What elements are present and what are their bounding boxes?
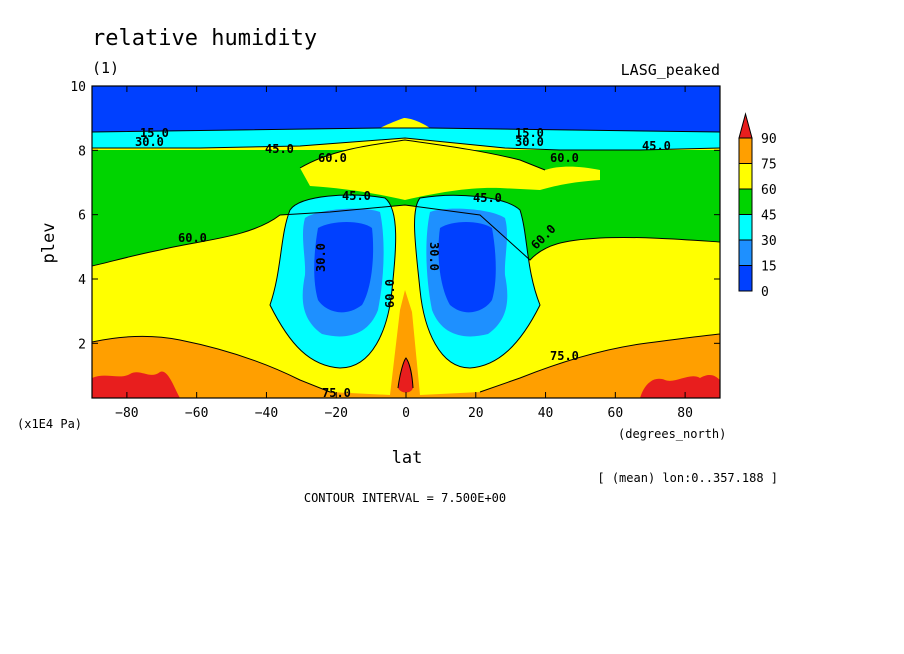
x-axis-unit: (degrees_north): [618, 427, 726, 441]
contour-label: 15.0: [140, 126, 169, 140]
contour-label: 60.0: [383, 279, 397, 308]
colorbar-swatch: [738, 163, 753, 190]
contour-label: 45.0: [342, 189, 371, 203]
y-tick-label: 8: [78, 144, 86, 159]
chart-title: relative humidity: [92, 26, 317, 51]
contour-interval-note: CONTOUR INTERVAL = 7.500E+00: [304, 491, 506, 505]
contour-label: 15.0: [515, 126, 544, 140]
contour-lines: [92, 127, 720, 393]
fill-15-30-top: [92, 128, 720, 150]
plot-area: [92, 86, 720, 398]
y-tick-label: 6: [78, 209, 86, 224]
dry-core-south: [270, 195, 396, 368]
colorbar-label: 45: [761, 209, 777, 224]
fill-90-south: [92, 371, 180, 398]
contour-label: 45.0: [265, 142, 294, 156]
dataset-label: LASG_peaked: [621, 61, 720, 79]
x-axis: −80 −60 −40 −20 0 20 40 60 80: [115, 86, 693, 421]
fill-0-15-top: [92, 86, 720, 132]
contour-label: 60.0: [318, 151, 347, 165]
contour-label: 60.0: [550, 151, 579, 165]
contour-label: 75.0: [550, 349, 579, 363]
dry-core-north: [414, 195, 540, 368]
colorbar-swatch: [738, 188, 753, 215]
y-axis-unit: (x1E4 Pa): [17, 417, 82, 431]
fill-90-equator: [398, 358, 413, 393]
contour-label: 60.0: [178, 231, 207, 245]
colorbar-swatch: [738, 239, 753, 266]
contour-label: 30.0: [427, 242, 441, 271]
x-tick-label: 60: [608, 406, 624, 421]
colorbar-swatch: [738, 214, 753, 241]
x-tick-label: −60: [185, 406, 208, 421]
colorbar-arrow: [738, 112, 753, 139]
contour-label: 30.0: [515, 135, 544, 149]
contour-label: 45.0: [642, 139, 671, 153]
y-axis: 2 4 6 8 10: [70, 80, 720, 352]
chart-subtitle: (1): [92, 59, 119, 77]
x-tick-label: 80: [677, 406, 693, 421]
x-tick-label: −20: [324, 406, 347, 421]
x-tick-label: 0: [402, 406, 410, 421]
y-axis-label: plev: [39, 223, 59, 264]
fill-60-75-upper: [300, 140, 600, 200]
x-tick-label: 20: [468, 406, 484, 421]
fill-75-90-bottom: [92, 290, 720, 398]
colorbar-label: 30: [761, 234, 777, 249]
y-tick-label: 4: [78, 273, 86, 288]
colorbar-label: 15: [761, 260, 777, 275]
colorbar: 90 75 60 45 30 15 0: [738, 112, 777, 300]
colorbar-label: 0: [761, 285, 769, 300]
colorbar-label: 90: [761, 132, 777, 147]
averaging-note: [ (mean) lon:0..357.188 ]: [597, 471, 778, 485]
colorbar-swatch: [738, 137, 753, 164]
x-tick-label: 40: [538, 406, 554, 421]
contour-label: 30.0: [314, 243, 328, 272]
fill-90-north: [640, 374, 720, 398]
y-tick-label: 10: [70, 80, 86, 95]
contour-label: 30.0: [135, 135, 164, 149]
colorbar-label: 75: [761, 158, 777, 173]
x-axis-label: lat: [392, 448, 423, 468]
colorbar-swatch: [738, 265, 753, 292]
colorbar-label: 60: [761, 183, 777, 198]
x-tick-label: −80: [115, 406, 138, 421]
x-tick-label: −40: [255, 406, 278, 421]
y-tick-label: 2: [78, 337, 86, 352]
contour-label: 45.0: [473, 191, 502, 205]
